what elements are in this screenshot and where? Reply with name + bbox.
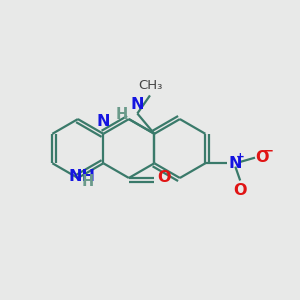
Text: +: + xyxy=(236,152,244,162)
Text: CH₃: CH₃ xyxy=(138,80,162,92)
Text: NH: NH xyxy=(68,169,95,184)
Text: −: − xyxy=(262,145,273,158)
Text: N: N xyxy=(97,113,110,128)
Text: H: H xyxy=(116,107,128,122)
Text: N: N xyxy=(130,97,144,112)
Text: O: O xyxy=(157,170,170,185)
Text: O: O xyxy=(255,151,269,166)
Text: H: H xyxy=(82,174,94,189)
Text: N: N xyxy=(229,156,242,171)
Text: O: O xyxy=(233,183,247,198)
